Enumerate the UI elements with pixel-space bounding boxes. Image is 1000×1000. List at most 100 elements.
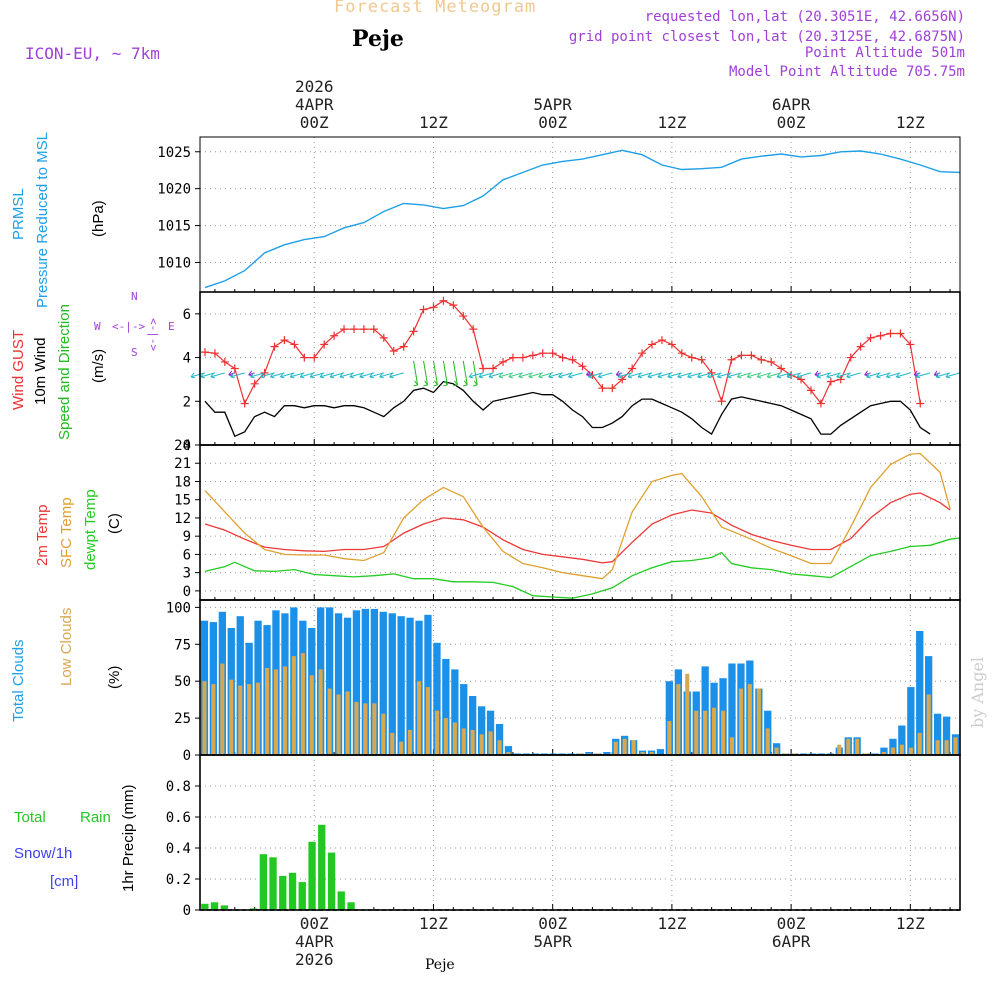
low-cloud-bar — [935, 740, 940, 755]
total-cloud-bar — [388, 613, 396, 755]
low-cloud-bar — [694, 710, 699, 755]
total-cloud-bar — [397, 616, 405, 755]
total-cloud-bar — [907, 687, 915, 755]
low-cloud-bar — [461, 728, 466, 755]
prmsl-line — [204, 149, 961, 289]
compass-w-label: W — [94, 320, 101, 333]
total-cloud-bar — [334, 613, 343, 755]
y-tick-label: 50 — [174, 674, 191, 690]
rain-bar — [279, 875, 287, 910]
gust-marker — [409, 327, 418, 336]
gust-marker — [489, 364, 498, 373]
low-cloud-bar — [622, 738, 627, 755]
low-cloud-bar — [649, 752, 654, 755]
model-label: ICON-EU, ~ 7km — [25, 44, 160, 63]
gust-marker — [518, 353, 527, 362]
gust-marker — [886, 329, 895, 338]
gust-marker — [479, 364, 488, 373]
low-cloud-bar — [211, 684, 216, 755]
gust-marker — [558, 353, 567, 362]
low-cloud-bar — [631, 740, 636, 755]
low-cloud-bar — [390, 732, 395, 755]
gust-marker — [667, 340, 676, 349]
y-tick-label: 75 — [174, 637, 191, 653]
gust-marker — [399, 342, 408, 351]
total-cloud-bar — [942, 716, 951, 755]
point-altitude: Point Altitude 501m — [804, 45, 965, 61]
low-cloud-bar — [506, 752, 511, 755]
low-cloud-bar — [443, 718, 448, 755]
y-tick-label: 6 — [183, 307, 191, 323]
low-cloud-bar — [372, 703, 377, 755]
gust-marker — [548, 349, 557, 358]
low-cloud-bar — [613, 741, 618, 755]
rain-bar — [220, 905, 228, 910]
bottom-time-label: 00Z — [538, 914, 567, 933]
total-cloud-bar — [406, 617, 414, 755]
y-tick-label: 18 — [174, 474, 191, 490]
y-tick-label: 2 — [183, 394, 191, 410]
total-cloud-bar — [934, 713, 942, 755]
gust-marker — [797, 375, 806, 384]
low-cloud-bar — [265, 667, 270, 755]
gust-marker — [687, 353, 696, 362]
gust-marker — [618, 375, 627, 384]
gust-marker — [826, 377, 835, 386]
top-time-label: 12Z — [419, 113, 448, 132]
y-tick-label: 0.6 — [166, 810, 191, 826]
top-time-label: 12Z — [896, 113, 925, 132]
low-cloud-bar — [497, 740, 502, 755]
y-tick-label: 3 — [183, 566, 191, 582]
rain-total-label: Total — [14, 809, 46, 826]
low-cloud-bar — [899, 744, 904, 755]
gust-marker — [310, 353, 319, 362]
low-cloud-bar — [256, 682, 261, 755]
gust-marker — [846, 353, 855, 362]
total-cloud-bar — [656, 749, 665, 755]
location-title: Peje — [352, 26, 404, 52]
gust-marker — [439, 296, 448, 305]
low-cloud-bar — [425, 687, 430, 755]
low-cloud-bar — [917, 732, 922, 755]
y-tick-label: 15 — [174, 493, 191, 509]
gust-marker — [638, 349, 647, 358]
low-cloud-bar — [738, 688, 743, 755]
gust-marker — [300, 353, 309, 362]
temp-dew-line — [204, 537, 961, 599]
y-tick-label: 21 — [174, 456, 191, 472]
low-cloud-bar — [345, 691, 350, 755]
gust-marker — [379, 333, 388, 342]
low-cloud-bar — [336, 694, 341, 755]
top-time-label: 12Z — [657, 113, 686, 132]
y-tick-label: 12 — [174, 511, 191, 527]
low-cloud-bar — [926, 694, 931, 755]
gust-marker — [240, 399, 249, 408]
total-cloud-bar — [424, 614, 432, 755]
gust-marker — [816, 399, 825, 408]
gust-marker — [210, 349, 219, 358]
y-tick-label: 25 — [174, 711, 191, 727]
gust-marker — [330, 331, 339, 340]
wind-direction-arrows — [190, 360, 961, 387]
top-date-label: 5APR — [533, 95, 572, 114]
rain-bar — [259, 854, 267, 910]
low-cloud-bar — [202, 681, 207, 755]
total-cloud-bar — [889, 738, 897, 755]
gust-marker — [528, 351, 537, 360]
total-cloud-bar — [326, 607, 334, 755]
compass-s-label: S — [131, 346, 138, 359]
low-cloud-bar — [729, 737, 734, 755]
panel-5 — [195, 755, 960, 911]
bottom-year-label: 2026 — [295, 950, 334, 969]
bottom-time-label: 12Z — [896, 914, 925, 933]
gust-marker — [767, 357, 776, 366]
low-cloud-bar — [488, 731, 493, 755]
rain-bar — [318, 824, 326, 911]
low-cloud-bar — [953, 737, 958, 755]
low-cloud-bar — [291, 656, 296, 755]
low-cloud-bar — [774, 747, 779, 755]
total-cloud-bar — [898, 725, 906, 755]
y-tick-label: 0 — [183, 748, 191, 764]
gust-marker — [389, 347, 398, 356]
low-cloud-bar — [756, 688, 761, 755]
